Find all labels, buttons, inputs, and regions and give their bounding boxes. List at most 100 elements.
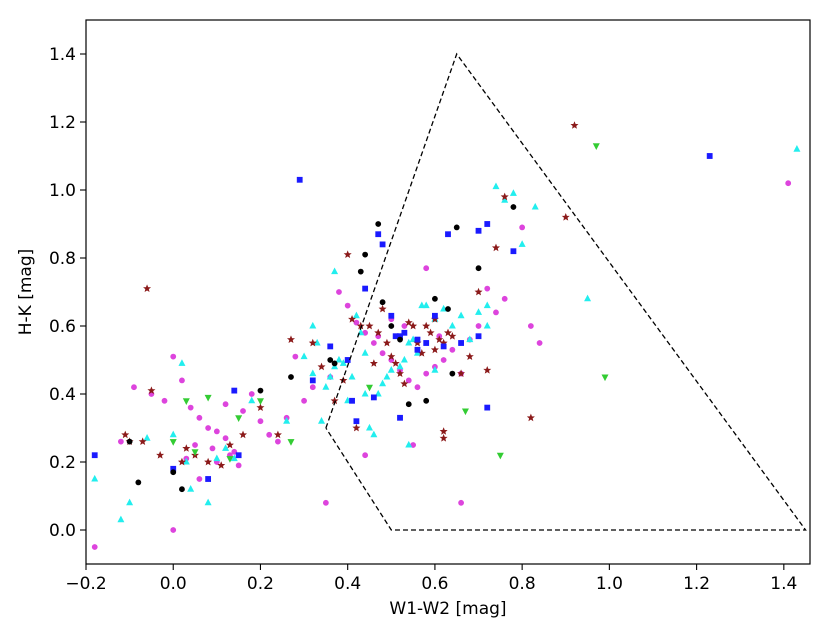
data-point-circle: [248, 391, 255, 397]
data-point-square: [231, 387, 238, 394]
data-point-star: [430, 345, 439, 354]
y-tick-label: 0.4: [49, 385, 76, 405]
x-tick-label: 0.8: [509, 574, 536, 594]
data-point-square: [296, 176, 303, 183]
data-point-circle: [170, 469, 177, 476]
data-point-triangle: [405, 338, 413, 346]
data-point-circle: [405, 401, 412, 408]
data-point-star: [439, 427, 448, 435]
data-point-circle: [423, 397, 430, 404]
data-point-circle: [222, 401, 229, 408]
data-point-triangle: [335, 355, 343, 363]
data-point-triangle: [187, 485, 195, 492]
data-point-star: [483, 365, 492, 374]
data-point-triangle: [509, 189, 517, 196]
y-tick-label: 1.2: [49, 113, 76, 133]
data-point-star: [121, 430, 130, 439]
data-point-triangle-down: [496, 452, 504, 460]
data-point-circle: [785, 180, 792, 187]
data-point-circle: [445, 306, 451, 312]
data-point-circle: [192, 442, 198, 448]
data-point-circle: [322, 499, 329, 506]
data-point-circle: [275, 438, 281, 445]
data-point-square: [362, 285, 369, 292]
data-point-square: [484, 221, 491, 227]
data-point-square: [388, 312, 395, 319]
data-point-square: [432, 312, 438, 319]
data-point-triangle: [318, 417, 326, 424]
y-tick-label: 0.8: [49, 249, 76, 269]
data-point-triangle: [387, 366, 395, 373]
data-point-square: [440, 343, 447, 350]
y-tick-label: 0.6: [49, 317, 76, 337]
data-point-circle: [331, 360, 338, 367]
data-point-circle: [336, 289, 342, 295]
data-point-circle: [527, 323, 534, 329]
plot-frame: [85, 19, 811, 565]
data-point-circle: [397, 336, 403, 343]
selection-region-polygon: [325, 52, 807, 531]
data-point-circle: [449, 346, 456, 353]
data-point-square: [379, 241, 386, 248]
data-point-triangle: [396, 362, 404, 370]
data-point-circle: [453, 224, 460, 231]
data-point-triangle: [331, 267, 339, 275]
y-tick-label: 1.4: [49, 45, 76, 65]
data-point-circle: [161, 397, 168, 404]
data-point-circle: [187, 404, 194, 411]
data-point-square: [484, 404, 491, 411]
data-point-triangle: [383, 372, 391, 380]
data-point-square: [375, 231, 382, 238]
plot-area: [86, 20, 810, 564]
x-tick-label: 1.4: [770, 574, 797, 594]
data-point-star: [256, 403, 265, 412]
data-point-star: [156, 450, 165, 459]
data-point-triangle: [222, 444, 230, 451]
data-point-star: [448, 331, 457, 340]
data-point-triangle: [178, 359, 186, 366]
data-point-star: [273, 430, 282, 439]
data-point-star: [422, 321, 431, 330]
data-point-star: [561, 212, 570, 221]
data-point-triangle: [475, 308, 483, 315]
x-tick-label: −0.2: [65, 574, 106, 594]
data-point-star: [138, 437, 147, 445]
data-point-circle: [135, 479, 142, 486]
data-point-triangle: [126, 498, 134, 506]
data-point-circle: [440, 357, 447, 363]
x-tick-label: 0.0: [160, 574, 187, 594]
data-point-triangle: [448, 321, 456, 329]
data-point-circle: [131, 384, 137, 391]
data-point-triangle: [418, 301, 426, 309]
data-point-circle: [257, 418, 264, 425]
data-point-circle: [117, 438, 124, 445]
x-axis-ticks: −0.2 0.0 0.2 0.4 0.6 0.8 1.0 1.2 1.4: [65, 564, 797, 594]
data-point-triangle: [326, 372, 334, 380]
data-point-triangle-down: [204, 394, 212, 402]
data-point-circle: [179, 486, 185, 493]
data-point-star: [374, 328, 383, 337]
data-point-circle: [484, 285, 491, 292]
data-point-star: [409, 321, 418, 330]
data-point-triangle-down: [256, 398, 264, 405]
data-point-triangle: [422, 301, 430, 309]
data-point-star: [387, 352, 396, 360]
data-point-square: [370, 394, 377, 401]
data-point-circle: [414, 384, 421, 391]
data-point-square: [414, 336, 421, 343]
data-point-triangle: [283, 417, 291, 424]
data-point-circle: [379, 350, 386, 357]
data-point-star: [365, 321, 374, 330]
data-point-circle: [327, 357, 334, 363]
data-point-star: [343, 250, 352, 259]
data-point-square: [401, 329, 408, 336]
data-point-square: [397, 414, 403, 421]
data-point-square: [309, 377, 316, 384]
data-point-star: [391, 359, 400, 367]
data-point-circle: [405, 377, 412, 384]
data-point-star: [204, 457, 213, 466]
data-point-triangle: [483, 301, 491, 309]
data-point-star: [147, 386, 156, 395]
data-point-star: [474, 287, 483, 296]
